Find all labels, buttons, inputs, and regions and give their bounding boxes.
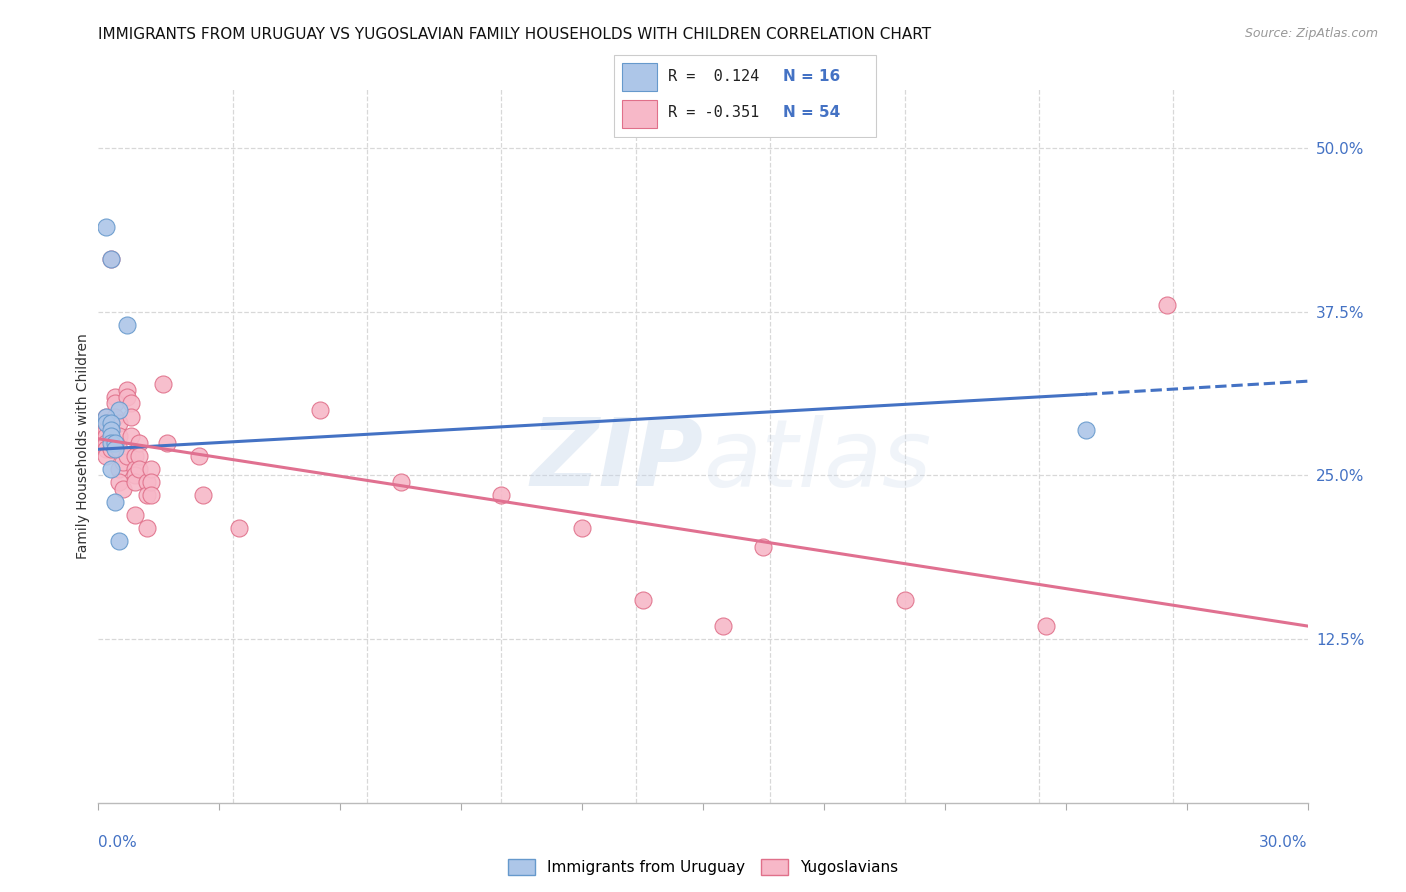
Point xyxy=(100,429,122,443)
Point xyxy=(115,449,138,463)
Point xyxy=(893,592,915,607)
FancyBboxPatch shape xyxy=(623,62,657,91)
Point xyxy=(103,390,125,404)
Point xyxy=(156,435,179,450)
Point xyxy=(103,409,125,424)
FancyBboxPatch shape xyxy=(623,100,657,128)
Point xyxy=(152,376,174,391)
Legend: Immigrants from Uruguay, Yugoslavians: Immigrants from Uruguay, Yugoslavians xyxy=(508,860,898,875)
Point xyxy=(96,409,118,424)
Point xyxy=(100,252,122,267)
Point xyxy=(631,592,654,607)
Point xyxy=(103,494,125,508)
Point xyxy=(571,521,593,535)
Text: N = 54: N = 54 xyxy=(783,105,839,120)
Point xyxy=(115,318,138,332)
Point xyxy=(100,423,122,437)
Point xyxy=(115,384,138,398)
Point xyxy=(128,462,150,476)
Point xyxy=(100,435,122,450)
Point xyxy=(96,435,118,450)
Point xyxy=(752,541,775,555)
Point xyxy=(96,442,118,457)
Point xyxy=(120,396,142,410)
Point xyxy=(107,462,129,476)
Point xyxy=(135,521,157,535)
Point xyxy=(491,488,513,502)
Point xyxy=(124,468,146,483)
FancyBboxPatch shape xyxy=(614,55,876,136)
Point xyxy=(711,619,734,633)
Point xyxy=(107,533,129,548)
Y-axis label: Family Households with Children: Family Households with Children xyxy=(76,333,90,559)
Point xyxy=(135,475,157,489)
Point xyxy=(193,488,215,502)
Point xyxy=(107,416,129,430)
Point xyxy=(1074,423,1097,437)
Point xyxy=(107,429,129,443)
Point xyxy=(115,390,138,404)
Text: 30.0%: 30.0% xyxy=(1260,836,1308,850)
Text: N = 16: N = 16 xyxy=(783,70,839,85)
Point xyxy=(107,403,129,417)
Point xyxy=(96,429,118,443)
Text: R =  0.124: R = 0.124 xyxy=(668,70,759,85)
Point xyxy=(309,403,332,417)
Text: R = -0.351: R = -0.351 xyxy=(668,105,759,120)
Point xyxy=(103,442,125,457)
Point xyxy=(100,462,122,476)
Point xyxy=(139,488,162,502)
Text: IMMIGRANTS FROM URUGUAY VS YUGOSLAVIAN FAMILY HOUSEHOLDS WITH CHILDREN CORRELATI: IMMIGRANTS FROM URUGUAY VS YUGOSLAVIAN F… xyxy=(98,27,932,42)
Text: atlas: atlas xyxy=(703,415,931,506)
Point xyxy=(96,409,118,424)
Point xyxy=(96,449,118,463)
Point xyxy=(139,475,162,489)
Text: Source: ZipAtlas.com: Source: ZipAtlas.com xyxy=(1244,27,1378,40)
Point xyxy=(100,442,122,457)
Point xyxy=(128,435,150,450)
Point xyxy=(124,475,146,489)
Point xyxy=(120,429,142,443)
Point xyxy=(228,521,250,535)
Point xyxy=(120,409,142,424)
Point xyxy=(188,449,211,463)
Point xyxy=(1156,298,1178,312)
Point xyxy=(111,482,134,496)
Point xyxy=(107,475,129,489)
Point xyxy=(124,508,146,522)
Point xyxy=(135,488,157,502)
Point xyxy=(124,462,146,476)
Point xyxy=(100,416,122,430)
Text: 0.0%: 0.0% xyxy=(98,836,138,850)
Point xyxy=(103,396,125,410)
Text: ZIP: ZIP xyxy=(530,414,703,507)
Point xyxy=(96,219,118,234)
Point xyxy=(100,252,122,267)
Point xyxy=(139,462,162,476)
Point xyxy=(111,455,134,469)
Point xyxy=(128,449,150,463)
Point xyxy=(103,435,125,450)
Point xyxy=(96,416,118,430)
Point xyxy=(96,423,118,437)
Point xyxy=(107,442,129,457)
Point xyxy=(389,475,412,489)
Point xyxy=(1035,619,1057,633)
Point xyxy=(96,416,118,430)
Point xyxy=(124,449,146,463)
